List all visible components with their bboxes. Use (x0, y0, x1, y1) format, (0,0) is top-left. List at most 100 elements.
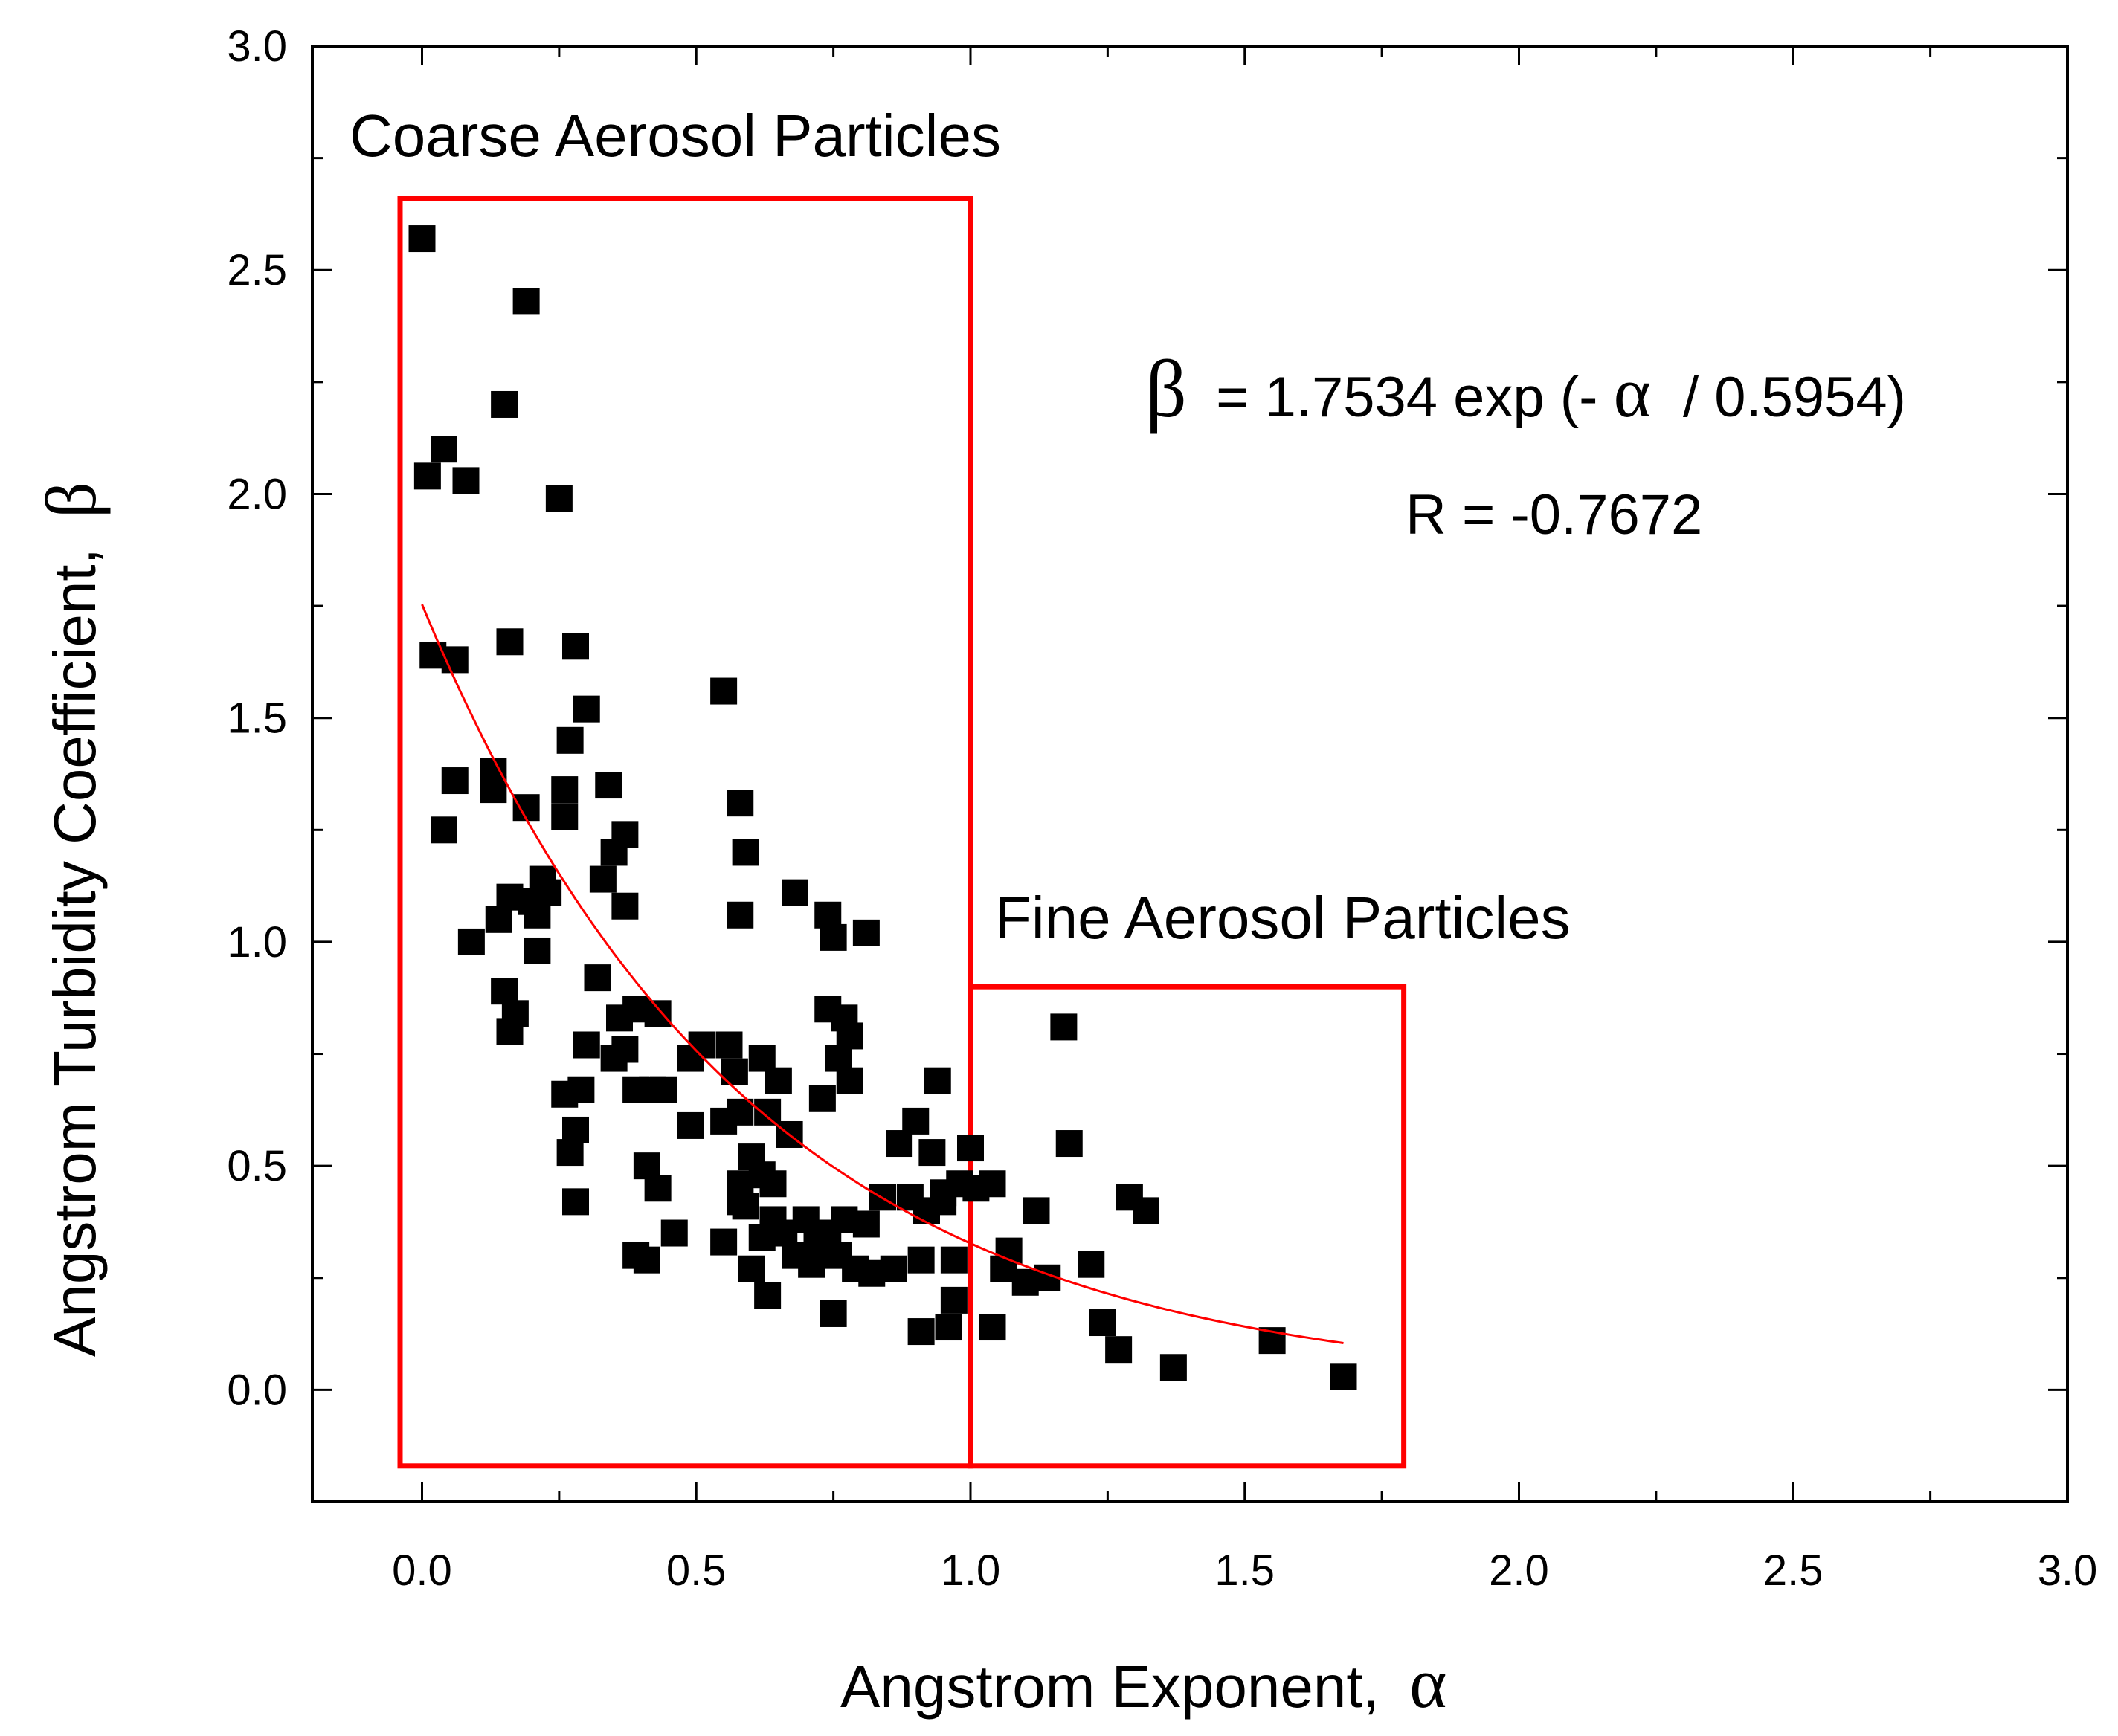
data-point (979, 1170, 1006, 1198)
data-point (1330, 1363, 1357, 1390)
data-point (738, 1255, 765, 1282)
equation-tail: / 0.5954) (1683, 366, 1906, 429)
data-point (457, 928, 485, 955)
data-point (556, 1139, 584, 1167)
data-point (1089, 1309, 1116, 1337)
data-point (820, 923, 847, 951)
data-point (754, 1282, 782, 1309)
data-point (727, 901, 754, 929)
data-point (633, 1152, 660, 1180)
data-point (880, 1255, 907, 1282)
data-point (452, 467, 480, 494)
plot-border (311, 45, 2069, 1503)
data-point (820, 1300, 847, 1327)
region-boxes (397, 196, 1407, 1469)
data-point (748, 1045, 776, 1072)
fine-region-label: Fine Aerosol Particles (995, 885, 1571, 951)
data-point (1105, 1336, 1133, 1364)
data-point (710, 1228, 738, 1256)
data-point (480, 776, 507, 804)
data-point (721, 1058, 748, 1085)
y-axis-ticks: 0.0 0.5 1.0 1.5 2.0 2.5 3.0 (227, 22, 2067, 1503)
y-axis-title: Angstrom Turbidity Coefficient, β (31, 482, 111, 1357)
data-point (770, 1219, 798, 1247)
data-point (573, 1031, 600, 1059)
data-point (918, 1139, 946, 1167)
data-point (524, 937, 551, 964)
data-point (584, 964, 611, 992)
data-point (556, 726, 584, 754)
data-point (940, 1246, 968, 1274)
data-point (765, 1067, 792, 1094)
x-axis-alpha-symbol: α (1409, 1643, 1446, 1723)
data-point (759, 1170, 787, 1198)
x-axis-title-text: Angstrom Exponent, (840, 1653, 1380, 1720)
data-point (644, 1175, 672, 1202)
data-point (644, 1000, 672, 1027)
data-point (491, 978, 518, 1005)
data-point (852, 919, 880, 946)
data-point (551, 776, 579, 804)
data-point (907, 1318, 935, 1346)
data-point (836, 1022, 863, 1050)
y-tick-label: 1.0 (227, 918, 287, 967)
data-point (907, 1246, 935, 1274)
data-point (836, 1067, 863, 1094)
y-tick-label: 2.5 (227, 246, 287, 294)
data-point (600, 839, 628, 866)
data-point (979, 1314, 1006, 1341)
data-point (589, 865, 617, 893)
data-point (814, 1219, 842, 1247)
data-point (727, 1098, 754, 1126)
x-axis-title: Angstrom Exponent, α (840, 1643, 1446, 1723)
x-tick-label: 1.0 (941, 1546, 1001, 1595)
data-point (825, 1045, 852, 1072)
y-tick-label: 3.0 (227, 22, 287, 71)
data-point (957, 1135, 984, 1162)
x-tick-label: 2.5 (1763, 1546, 1824, 1595)
y-tick-label: 2.0 (227, 470, 287, 518)
x-tick-label: 0.5 (666, 1546, 727, 1595)
data-point (545, 485, 573, 512)
data-point (1078, 1251, 1105, 1278)
data-point (551, 803, 579, 830)
data-point (814, 901, 842, 929)
data-point (935, 1314, 962, 1341)
data-point (595, 772, 622, 799)
data-point (727, 790, 754, 817)
equation-body: = 1.7534 exp (- (1216, 366, 1597, 429)
correlation-annotation: R = -0.7672 (1406, 483, 1702, 546)
data-point (902, 1107, 930, 1135)
fit-equation: β = 1.7534 exp (- α / 0.5954) (1145, 343, 1906, 434)
y-tick-label: 0.0 (227, 1366, 287, 1414)
data-point (852, 1210, 880, 1238)
data-point (1050, 1013, 1078, 1041)
x-tick-label: 0.0 (392, 1546, 452, 1595)
data-point (485, 906, 512, 933)
data-points (408, 225, 1357, 1390)
fit-curve (421, 604, 1344, 1344)
data-point (1133, 1197, 1159, 1224)
data-point (600, 1045, 628, 1072)
coarse-region-box (397, 196, 973, 1469)
data-point (1159, 1354, 1187, 1381)
data-point (732, 1193, 759, 1220)
equation-alpha-symbol: α (1614, 352, 1651, 432)
fine-region-box (968, 984, 1407, 1469)
data-point (798, 1251, 825, 1278)
data-point (650, 1076, 677, 1103)
data-point (573, 695, 600, 723)
y-tick-label: 1.5 (227, 694, 287, 743)
data-point (677, 1045, 704, 1072)
coarse-region-label: Coarse Aerosol Particles (350, 103, 1001, 169)
data-point (431, 816, 457, 844)
data-point (512, 288, 540, 315)
y-tick-label: 0.5 (227, 1142, 287, 1190)
y-axis-beta-symbol: β (31, 482, 111, 518)
data-point (782, 879, 808, 906)
x-axis-ticks: 0.0 0.5 1.0 1.5 2.0 2.5 3.0 (392, 46, 2097, 1595)
data-point (441, 767, 469, 795)
